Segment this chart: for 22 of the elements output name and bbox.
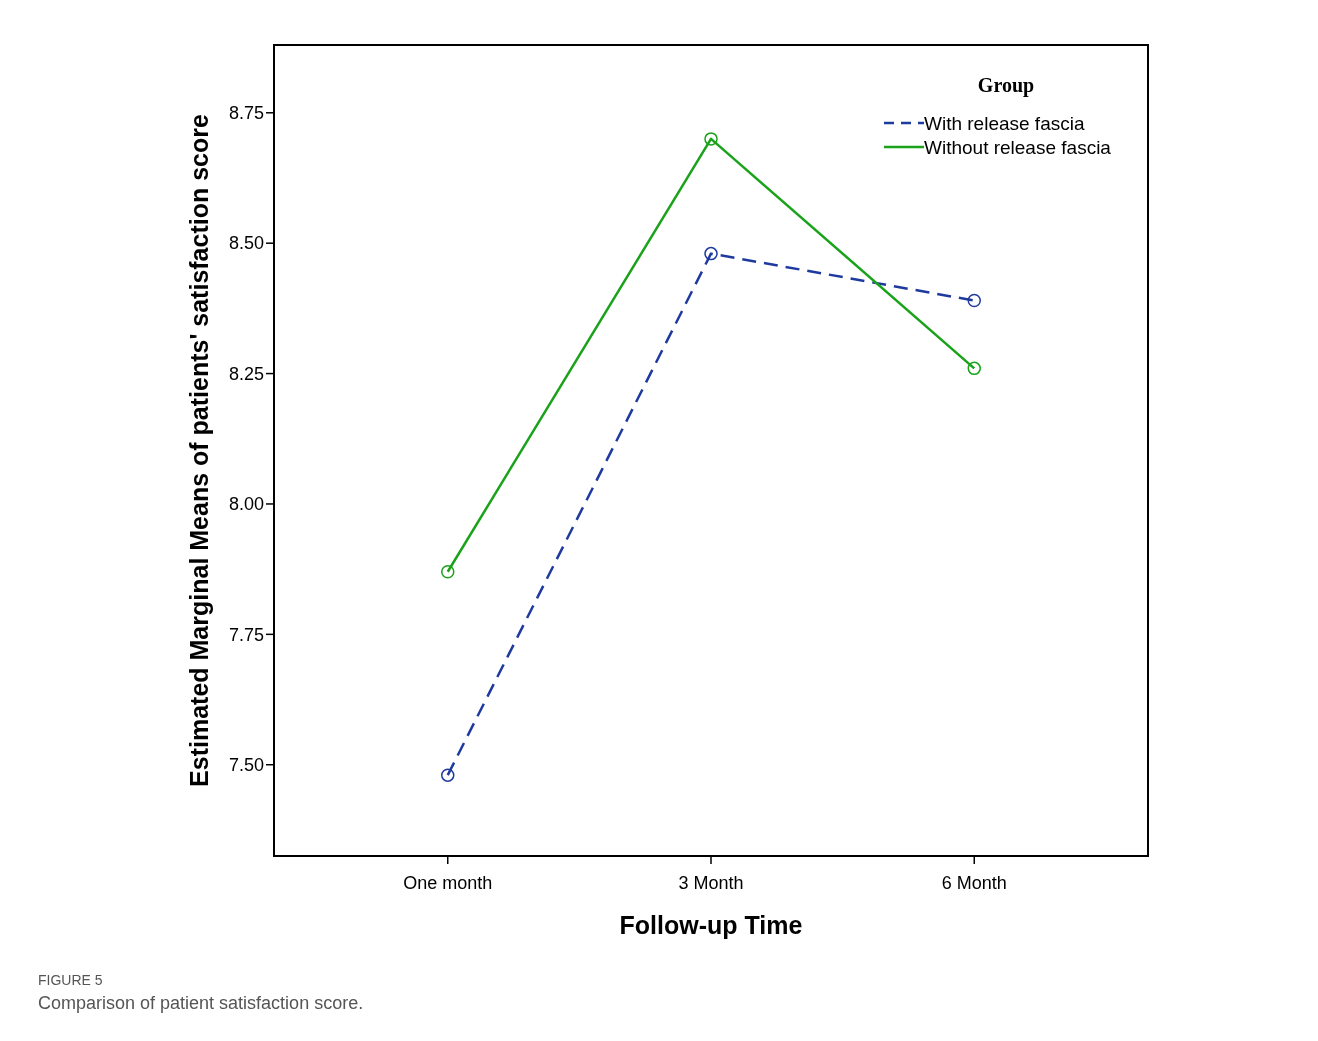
y-tick-label: 8.00 [228, 494, 264, 515]
point [704, 246, 718, 261]
y-tick-label: 7.50 [228, 755, 264, 776]
caption: FIGURE 5 [38, 972, 103, 988]
y-tick-label: 7.75 [228, 624, 264, 645]
x-axis-title: Follow-up Time [619, 911, 803, 939]
text: Comparison of patient satisfaction score. [38, 993, 364, 1013]
y-axis-title: Estimated Marginal Means of patients' satisfaction score [185, 114, 213, 787]
point [441, 768, 455, 782]
point [704, 132, 718, 146]
point [441, 565, 455, 579]
legend-label: With release fascia [924, 112, 1085, 134]
point [967, 361, 981, 376]
x-tick-label: One month [403, 873, 493, 893]
y-tick-label: 8.75 [228, 103, 264, 124]
y-tick-label: 8.25 [228, 363, 264, 384]
y-tick-label: 8.50 [228, 233, 264, 254]
x-tick-label: 3 Month [678, 873, 744, 893]
point [967, 293, 981, 308]
legend-label: Without release fascia [924, 136, 1112, 158]
x-tick-label: 6 Month [941, 873, 1007, 893]
legend-title: Group [977, 74, 1035, 97]
